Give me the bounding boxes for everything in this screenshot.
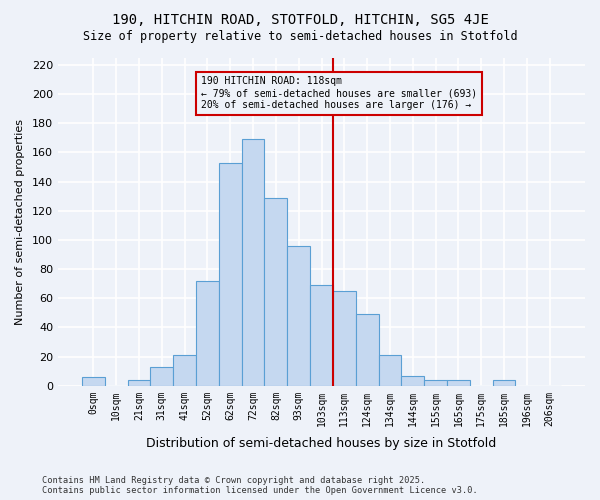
Bar (424, 380, 447, 386)
Bar (310, 285, 333, 386)
Bar (356, 314, 379, 386)
Bar (196, 280, 219, 386)
Bar (265, 198, 287, 386)
Bar (151, 367, 173, 386)
Bar (447, 380, 470, 386)
Text: Size of property relative to semi-detached houses in Stotfold: Size of property relative to semi-detach… (83, 30, 517, 43)
Y-axis label: Number of semi-detached properties: Number of semi-detached properties (15, 118, 25, 324)
Bar (173, 355, 196, 386)
Text: Contains HM Land Registry data © Crown copyright and database right 2025.
Contai: Contains HM Land Registry data © Crown c… (42, 476, 478, 495)
Bar (82, 377, 105, 386)
Bar (287, 246, 310, 386)
Bar (219, 162, 242, 386)
Bar (333, 291, 356, 386)
Text: 190, HITCHIN ROAD, STOTFOLD, HITCHIN, SG5 4JE: 190, HITCHIN ROAD, STOTFOLD, HITCHIN, SG… (112, 12, 488, 26)
Bar (379, 355, 401, 386)
Bar (128, 380, 151, 386)
Bar (493, 380, 515, 386)
Bar (242, 139, 265, 386)
Text: 190 HITCHIN ROAD: 118sqm
← 79% of semi-detached houses are smaller (693)
20% of : 190 HITCHIN ROAD: 118sqm ← 79% of semi-d… (200, 76, 477, 110)
X-axis label: Distribution of semi-detached houses by size in Stotfold: Distribution of semi-detached houses by … (146, 437, 497, 450)
Bar (401, 376, 424, 386)
